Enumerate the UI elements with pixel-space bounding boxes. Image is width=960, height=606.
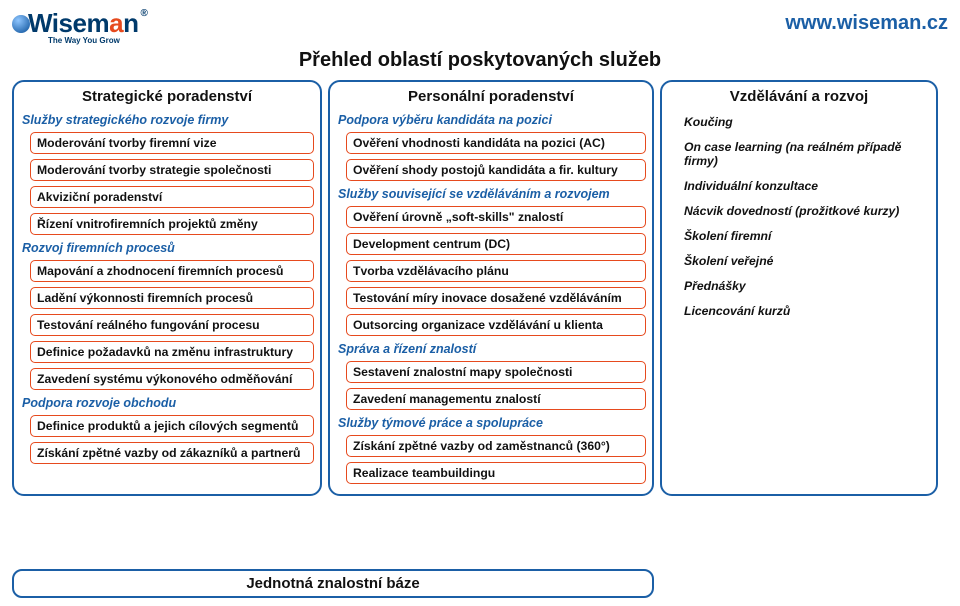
service-item: Zavedení managementu znalostí bbox=[346, 388, 646, 410]
service-item: Individuální konzultace bbox=[678, 176, 930, 196]
service-item: On case learning (na reálném případě fir… bbox=[678, 137, 930, 171]
section-title: Služby strategického rozvoje firmy bbox=[20, 111, 314, 129]
service-item: Sestavení znalostní mapy společnosti bbox=[346, 361, 646, 383]
column-0: Strategické poradenství Služby strategick… bbox=[12, 80, 322, 496]
service-item: Moderování tvorby firemní vize bbox=[30, 132, 314, 154]
footer-bar: Jednotná znalostní báze bbox=[12, 569, 654, 598]
service-item: Koučing bbox=[678, 112, 930, 132]
service-item: Realizace teambuildingu bbox=[346, 462, 646, 484]
service-item: Řízení vnitrofiremních projektů změny bbox=[30, 213, 314, 235]
service-item: Akviziční poradenství bbox=[30, 186, 314, 208]
service-item: Ladění výkonnosti firemních procesů bbox=[30, 287, 314, 309]
service-item: Mapování a zhodnocení firemních procesů bbox=[30, 260, 314, 282]
section-title: Správa a řízení znalostí bbox=[336, 340, 646, 358]
site-url: www.wiseman.cz bbox=[785, 8, 948, 35]
service-item: Testování reálného fungování procesu bbox=[30, 314, 314, 336]
service-item: Definice požadavků na změnu infrastruktu… bbox=[30, 341, 314, 363]
page-title: Přehled oblastí poskytovaných služeb bbox=[12, 49, 948, 72]
service-item: Testování míry inovace dosažené vzdělává… bbox=[346, 287, 646, 309]
service-item: Zavedení systému výkonového odměňování bbox=[30, 368, 314, 390]
service-item: Ověření úrovně „soft-skills" znalostí bbox=[346, 206, 646, 228]
service-item: Outsorcing organizace vzdělávání u klien… bbox=[346, 314, 646, 336]
section-title: Služby související se vzděláváním a rozv… bbox=[336, 185, 646, 203]
service-item: Nácvik dovedností (prožitkové kurzy) bbox=[678, 201, 930, 221]
section-title: Podpora výběru kandidáta na pozici bbox=[336, 111, 646, 129]
column-2: Vzdělávání a rozvoj Koučing On case learni… bbox=[660, 80, 938, 496]
logo-reg: ® bbox=[140, 8, 147, 19]
service-item: Tvorba vzdělávacího plánu bbox=[346, 260, 646, 282]
column-title: Personální poradenství bbox=[336, 88, 646, 105]
section-title: Služby týmové práce a spolupráce bbox=[336, 414, 646, 432]
logo-part-2: m bbox=[86, 8, 109, 38]
service-item: Školení veřejné bbox=[678, 251, 930, 271]
service-item: Ověření vhodnosti kandidáta na pozici (A… bbox=[346, 132, 646, 154]
logo-part-3: a bbox=[109, 8, 123, 39]
column-1: Personální poradenství Podpora výběru kan… bbox=[328, 80, 654, 496]
logo: Wiseman® The Way You Grow bbox=[12, 8, 147, 45]
columns-container: Strategické poradenství Služby strategick… bbox=[12, 80, 948, 496]
service-item: Development centrum (DC) bbox=[346, 233, 646, 255]
service-item: Definice produktů a jejich cílových segm… bbox=[30, 415, 314, 437]
column-title: Vzdělávání a rozvoj bbox=[668, 88, 930, 105]
service-item: Ověření shody postojů kandidáta a fir. k… bbox=[346, 159, 646, 181]
section-title: Rozvoj firemních procesů bbox=[20, 239, 314, 257]
service-item: Získání zpětné vazby od zaměstnanců (360… bbox=[346, 435, 646, 457]
logo-tagline: The Way You Grow bbox=[48, 36, 147, 45]
service-item: Získání zpětné vazby od zákazníků a part… bbox=[30, 442, 314, 464]
header: Wiseman® The Way You Grow www.wiseman.cz bbox=[12, 8, 948, 45]
logo-part-1: Wise bbox=[28, 8, 86, 38]
column-title: Strategické poradenství bbox=[20, 88, 314, 105]
service-item: Moderování tvorby strategie společnosti bbox=[30, 159, 314, 181]
logo-main: Wiseman® bbox=[12, 8, 147, 39]
service-item: Licencování kurzů bbox=[678, 301, 930, 321]
service-item: Školení firemní bbox=[678, 226, 930, 246]
logo-part-4: n bbox=[123, 8, 138, 38]
section-title: Podpora rozvoje obchodu bbox=[20, 394, 314, 412]
service-item: Přednášky bbox=[678, 276, 930, 296]
logo-text: Wiseman® bbox=[28, 8, 147, 39]
